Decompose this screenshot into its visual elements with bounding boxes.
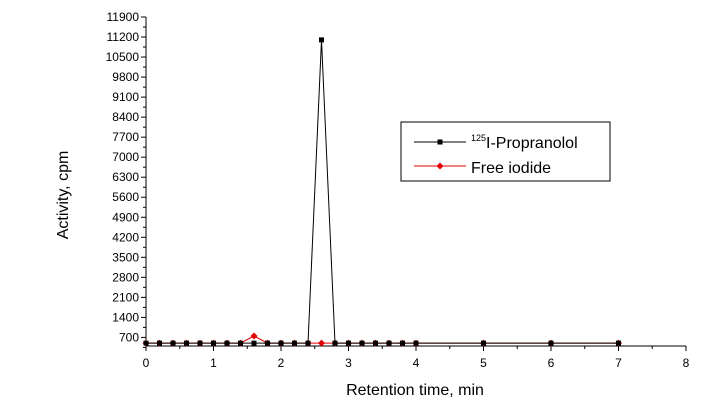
- y-tick-label: 9800: [112, 70, 139, 84]
- data-point-propranolol: [170, 340, 176, 346]
- x-tick-label: 8: [683, 356, 690, 370]
- data-point-free-iodide: [250, 332, 258, 340]
- data-point-propranolol: [386, 340, 392, 346]
- x-axis-title: Retention time, min: [346, 382, 484, 399]
- x-tick-label: 6: [548, 356, 555, 370]
- data-point-propranolol: [400, 340, 405, 346]
- y-tick-label: 4200: [112, 230, 139, 244]
- data-point-propranolol: [616, 340, 621, 346]
- data-point-propranolol: [373, 340, 378, 346]
- data-point-propranolol: [251, 340, 257, 346]
- x-tick-label: 0: [143, 356, 150, 370]
- x-tick-label: 5: [480, 356, 487, 370]
- data-point-propranolol: [143, 340, 149, 346]
- y-axis-title: Activity, cpm: [55, 151, 72, 240]
- x-tick-label: 4: [413, 356, 420, 370]
- data-point-propranolol: [184, 340, 189, 346]
- x-tick-label: 1: [210, 356, 217, 370]
- data-point-free-iodide: [318, 339, 325, 347]
- data-point-propranolol: [238, 340, 243, 346]
- y-tick-label: 2800: [112, 270, 139, 284]
- series-line-free-iodide: [146, 335, 619, 344]
- data-point-propranolol: [265, 340, 270, 346]
- y-tick-label: 1400: [112, 310, 139, 324]
- y-tick-label: 3500: [112, 250, 139, 264]
- data-point-propranolol: [292, 340, 297, 346]
- legend-label-free-iodide: Free iodide: [471, 160, 551, 177]
- legend-marker-propranolol: [437, 139, 443, 145]
- y-tick-label: 11200: [107, 30, 140, 44]
- y-tick-label: 8400: [112, 110, 139, 124]
- legend-marker-free-iodide: [436, 162, 444, 170]
- series-propranolol: [143, 37, 621, 346]
- series-line-propranolol: [146, 39, 619, 344]
- data-point-propranolol: [278, 340, 284, 346]
- data-point-propranolol: [481, 340, 486, 346]
- data-point-propranolol: [211, 340, 216, 346]
- y-tick-label: 10500: [106, 50, 140, 64]
- x-tick-label: 7: [615, 356, 622, 370]
- data-point-propranolol: [157, 340, 162, 346]
- y-tick-label: 7700: [112, 130, 139, 144]
- data-point-propranolol: [413, 340, 419, 346]
- x-tick-label: 3: [345, 356, 352, 370]
- data-point-propranolol: [319, 37, 324, 43]
- x-tick-label: 2: [278, 356, 285, 370]
- legend-label-propranolol: I-Propranolol: [486, 135, 578, 152]
- y-tick-label: 2100: [112, 290, 139, 304]
- data-point-propranolol: [346, 340, 351, 346]
- y-tick-label: 4900: [112, 210, 139, 224]
- y-tick-label: 9100: [112, 90, 139, 104]
- data-point-propranolol: [305, 340, 311, 346]
- data-point-propranolol: [224, 340, 230, 346]
- y-tick-label: 6300: [112, 170, 139, 184]
- y-tick-label: 7000: [112, 150, 139, 164]
- legend-superscript: 125: [471, 133, 486, 143]
- legend: 125I-Propranolol Free iodide: [400, 121, 611, 182]
- y-axis: 700 1400 2100 2800 3500 4200 4900 5600 6300 7000 7…: [106, 10, 146, 348]
- legend-box: [400, 121, 611, 182]
- x-axis: 0 1 2 3 4 5 6 7 8: [143, 346, 690, 370]
- data-point-propranolol: [359, 340, 365, 346]
- data-point-propranolol: [548, 340, 554, 346]
- y-tick-label: 11900: [107, 10, 140, 24]
- data-point-propranolol: [197, 340, 203, 346]
- series-layer: [142, 37, 622, 347]
- legend-entry-propranolol: 125I-Propranolol: [471, 133, 578, 152]
- y-tick-label: 5600: [112, 190, 139, 204]
- data-point-propranolol: [332, 340, 338, 346]
- y-tick-label: 700: [119, 330, 139, 344]
